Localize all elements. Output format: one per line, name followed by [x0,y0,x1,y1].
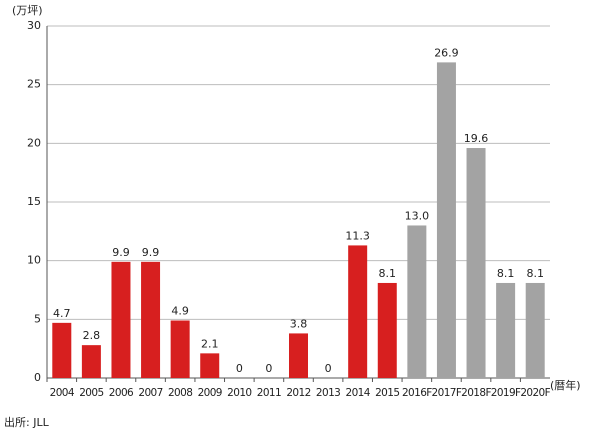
bar [111,261,131,378]
value-label: 8.1 [526,267,544,280]
value-label: 0 [325,362,332,375]
x-tick-label: 2019F [491,387,521,399]
bar [436,62,456,379]
bar [407,225,427,378]
x-tick-label: 2010 [227,387,251,399]
y-axis-label: (万坪) [12,4,43,17]
value-label: 2.8 [83,329,101,342]
x-tick-label: 2007 [138,387,162,399]
bar [141,261,161,378]
value-label: 3.8 [290,317,308,330]
bar [348,245,368,378]
value-label: 0 [236,362,243,375]
value-label: 13.0 [405,209,430,222]
bar [377,282,397,378]
source: 出所: JLL [4,415,50,429]
x-tick-label: 2006 [109,387,134,399]
x-tick-label: 2015 [375,387,399,399]
x-tick-label: 2014 [346,387,371,399]
y-tick-label: 20 [27,136,41,149]
bar [496,282,516,378]
bar [200,353,220,378]
bar [81,345,101,378]
bar [525,282,545,378]
x-tick-label: 2018F [461,387,491,399]
y-tick-label: 10 [27,254,41,267]
x-tick-label: 2020F [520,387,550,399]
value-label: 11.3 [345,229,370,242]
x-tick-label: 2016F [402,387,432,399]
x-tick-label: 2009 [198,387,222,399]
x-tick-label: 2017F [432,387,462,399]
x-tick-label: 2011 [257,387,281,399]
bar [52,322,72,378]
x-tick-label: 2013 [316,387,340,399]
bar [170,320,190,378]
value-label: 9.9 [142,246,160,259]
value-label: 4.9 [171,305,189,318]
value-label: 4.7 [53,307,71,320]
value-label: 26.9 [434,46,459,59]
value-label: 8.1 [379,267,397,280]
value-label: 9.9 [112,246,130,259]
y-tick-label: 5 [34,312,41,325]
x-tick-label: 2005 [79,387,103,399]
y-tick-label: 30 [27,19,41,32]
x-axis-label: (暦年) [550,378,581,392]
value-label: 19.6 [464,132,489,145]
bar [466,148,486,378]
value-label: 0 [265,362,272,375]
y-tick-label: 0 [34,371,41,384]
x-tick-label: 2008 [168,387,192,399]
y-tick-label: 25 [27,78,41,91]
value-label: 2.1 [201,337,219,350]
y-tick-label: 15 [27,195,41,208]
x-tick-label: 2004 [50,387,75,399]
value-label: 8.1 [497,267,515,280]
x-tick-label: 2012 [286,387,310,399]
bar [289,333,308,378]
